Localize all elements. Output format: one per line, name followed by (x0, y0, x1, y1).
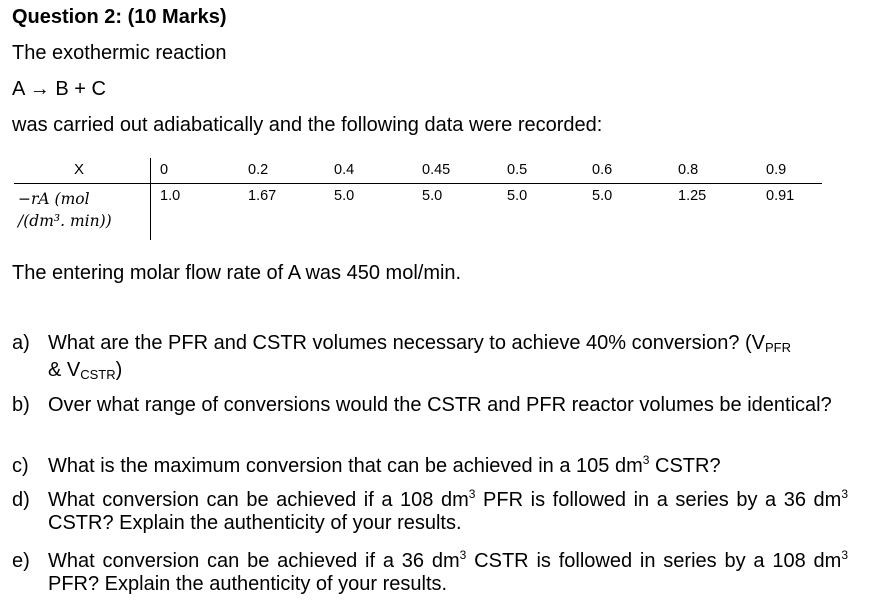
question-e: e) What conversion can be achieved if a … (12, 548, 849, 596)
conversion-value-cell: 0.45 (422, 162, 451, 178)
row-label-conversion: X (74, 161, 85, 178)
rate-value-cell: 1.67 (248, 188, 277, 204)
question-e-text: What conversion can be achieved if a 36 … (48, 548, 849, 596)
question-d-letter: d) (12, 489, 30, 511)
question-d-text-part2: PFR is followed in a series by a 36 dm (475, 489, 842, 511)
table-vertical-rule (150, 158, 151, 240)
question-d: d) What conversion can be achieved if a … (12, 487, 849, 535)
rate-value-cell: 0.91 (766, 188, 795, 204)
conversion-value-cell: 0.6 (592, 162, 613, 178)
conversion-value-cell: 0.8 (678, 162, 699, 178)
conversion-value-cell: 0.2 (248, 162, 269, 178)
data-table: X −rA (mol /(dm³. min)) 0 0.2 0.4 0.45 0.5 0.… (14, 155, 822, 243)
condition-text: was carried out adiabatically and the fo… (12, 114, 603, 136)
question-b-letter: b) (12, 394, 30, 416)
pfr-subscript: PFR (765, 340, 791, 355)
row-label-rate: −rA (mol /(dm³. min)) (18, 188, 112, 232)
rate-value-cell: 5.0 (507, 188, 528, 204)
rate-value-cell: 5.0 (592, 188, 613, 204)
question-b: b) Over what range of conversions would … (12, 394, 848, 417)
question-c-text-part1: What is the maximum conversion that can … (48, 455, 643, 477)
question-a-letter: a) (12, 332, 30, 354)
question-c-superscript: 3 (642, 453, 650, 467)
question-d-text-part3: CSTR? Explain the authenticity of your r… (48, 512, 462, 534)
question-e-text-part2: CSTR is followed in series by a 108 dm (466, 550, 842, 572)
question-c: c) What is the maximum conversion that c… (12, 453, 848, 478)
question-a-text-part2: & V (48, 359, 81, 381)
question-a-text-part3: ) (115, 359, 123, 381)
rate-value-cell: 5.0 (422, 188, 443, 204)
row-label-rate-line2: /(dm³. min)) (18, 212, 112, 230)
rate-value-cell: 5.0 (334, 188, 355, 204)
rate-value-cell: 1.25 (678, 188, 707, 204)
question-c-text-part2: CSTR? (649, 455, 721, 477)
rate-value-cell: 1.0 (160, 188, 181, 204)
question-d-text-part1: What conversion can be achieved if a 108… (48, 489, 469, 511)
question-d-text: What conversion can be achieved if a 108… (48, 487, 849, 535)
question-heading: Question 2: (10 Marks) (12, 6, 227, 28)
question-a-text: What are the PFR and CSTR volumes necess… (48, 332, 848, 386)
reaction-equation: A → B + C (12, 78, 106, 100)
question-d-superscript-2: 3 (841, 487, 849, 501)
flowrate-text: The entering molar flow rate of A was 45… (12, 262, 462, 284)
question-a: a) What are the PFR and CSTR volumes nec… (12, 332, 848, 386)
question-a-text-part1: What are the PFR and CSTR volumes necess… (48, 332, 765, 354)
conversion-value-cell: 0.4 (334, 162, 355, 178)
question-b-text: Over what range of conversions would the… (48, 394, 832, 416)
question-d-superscript-1: 3 (468, 487, 476, 501)
row-label-rate-line1: −rA (mol (18, 190, 90, 208)
question-c-text: What is the maximum conversion that can … (48, 453, 848, 478)
table-horizontal-rule (14, 183, 822, 184)
question-e-letter: e) (12, 550, 30, 572)
intro-text: The exothermic reaction (12, 42, 227, 64)
question-e-superscript-2: 3 (841, 548, 849, 562)
conversion-value-cell: 0.5 (507, 162, 528, 178)
question-c-letter: c) (12, 455, 29, 477)
cstr-subscript: CSTR (80, 367, 116, 382)
question-e-text-part1: What conversion can be achieved if a 36 … (48, 550, 460, 572)
question-e-text-part3: PFR? Explain the authenticity of your re… (48, 573, 448, 595)
conversion-value-cell: 0 (160, 162, 169, 178)
conversion-value-cell: 0.9 (766, 162, 787, 178)
question-e-superscript-1: 3 (459, 548, 467, 562)
